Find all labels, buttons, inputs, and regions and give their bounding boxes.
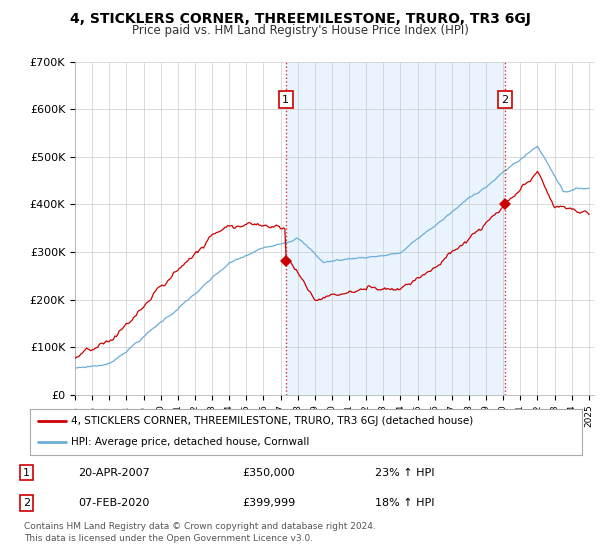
Text: HPI: Average price, detached house, Cornwall: HPI: Average price, detached house, Corn… <box>71 437 310 447</box>
Text: 23% ↑ HPI: 23% ↑ HPI <box>375 468 434 478</box>
Text: 18% ↑ HPI: 18% ↑ HPI <box>375 498 434 508</box>
Text: 07-FEB-2020: 07-FEB-2020 <box>78 498 149 508</box>
Text: 20-APR-2007: 20-APR-2007 <box>78 468 150 478</box>
Text: £399,999: £399,999 <box>242 498 296 508</box>
Text: 2: 2 <box>23 498 30 508</box>
Text: Contains HM Land Registry data © Crown copyright and database right 2024.
This d: Contains HM Land Registry data © Crown c… <box>24 522 376 543</box>
Text: 4, STICKLERS CORNER, THREEMILESTONE, TRURO, TR3 6GJ: 4, STICKLERS CORNER, THREEMILESTONE, TRU… <box>70 12 530 26</box>
Text: 1: 1 <box>23 468 30 478</box>
Text: £350,000: £350,000 <box>242 468 295 478</box>
Text: 1: 1 <box>282 95 289 105</box>
Text: Price paid vs. HM Land Registry's House Price Index (HPI): Price paid vs. HM Land Registry's House … <box>131 24 469 36</box>
Bar <box>286 62 505 395</box>
Text: 2: 2 <box>502 95 508 105</box>
Text: 4, STICKLERS CORNER, THREEMILESTONE, TRURO, TR3 6GJ (detached house): 4, STICKLERS CORNER, THREEMILESTONE, TRU… <box>71 416 473 426</box>
